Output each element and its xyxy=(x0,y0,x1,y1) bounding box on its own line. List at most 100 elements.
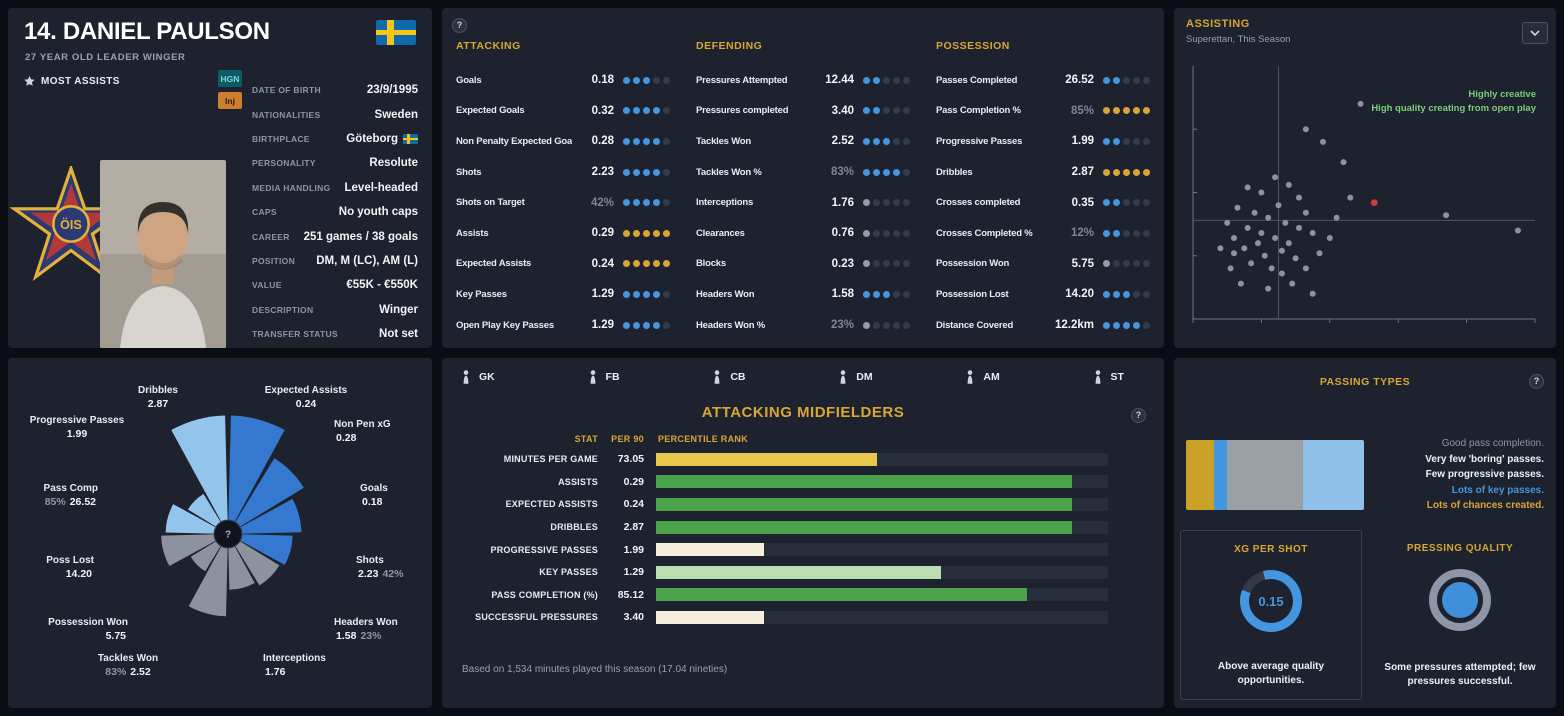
stat-rating-dots xyxy=(863,229,910,237)
scatter-data-point xyxy=(1514,227,1521,234)
percentile-stat-label: ASSISTS xyxy=(558,476,598,487)
stat-value: 3.40 xyxy=(831,104,854,117)
stat-rating-dots xyxy=(1103,107,1150,115)
percentile-stat-label: KEY PASSES xyxy=(539,567,598,578)
help-icon[interactable]: ? xyxy=(225,530,231,541)
pizza-label-name: Non Pen xG xyxy=(334,419,391,430)
scatter-data-point xyxy=(1265,214,1272,221)
player-info-value-text: Sweden xyxy=(374,108,418,121)
stat-label: Assists xyxy=(456,227,489,239)
rating-dot xyxy=(883,229,890,237)
stat-rating-dots xyxy=(863,107,910,115)
rating-dot xyxy=(883,290,890,298)
chevron-down-icon xyxy=(1530,30,1540,36)
player-info-label: CAREER xyxy=(252,231,290,242)
stat-value: 0.28 xyxy=(591,135,614,148)
per90-value: 0.29 xyxy=(623,475,644,488)
stat-label: Goals xyxy=(456,74,482,86)
player-info-value-text: 23/9/1995 xyxy=(366,84,418,97)
position-tabs: GK FB CB DM AM ST xyxy=(460,370,1124,384)
rating-dot xyxy=(633,260,640,268)
pizza-slice-pass-comp xyxy=(165,504,228,534)
pizza-label-name: Poss Lost xyxy=(46,555,94,566)
help-icon[interactable]: ? xyxy=(1529,374,1544,389)
stat-label: Pass Completion % xyxy=(936,105,1021,117)
stat-label: Pressures Attempted xyxy=(696,74,788,86)
rating-dot xyxy=(1143,290,1150,298)
rating-dot xyxy=(663,76,670,84)
rating-dot xyxy=(653,76,660,84)
percentile-row: KEY PASSES 1.29 xyxy=(458,561,1148,584)
percentile-stat-label: DRIBBLES xyxy=(550,522,598,533)
percentile-row: SUCCESSFUL PRESSURES 3.40 xyxy=(458,606,1148,629)
percentile-stat-label: SUCCESSFUL PRESSURES xyxy=(475,612,598,623)
rating-dot xyxy=(863,137,870,145)
stats-column: ATTACKING Goals 0.18 Expected Goals 0.32 Non … xyxy=(456,32,670,340)
stat-label: Expected Assists xyxy=(456,258,532,270)
stat-rating-dots xyxy=(1103,76,1150,84)
position-tab-am[interactable]: AM xyxy=(964,370,1000,384)
pizza-slice-headers-won xyxy=(228,534,280,586)
pizza-label-value: 2.87 xyxy=(147,398,169,410)
help-icon[interactable]: ? xyxy=(1131,408,1146,423)
player-figure-icon xyxy=(714,370,720,384)
position-tab-fb[interactable]: FB xyxy=(587,370,620,384)
pizza-label-values: 5.75 xyxy=(22,630,128,643)
rating-dot xyxy=(863,290,870,298)
player-info-row: TRANSFER STATUS Not set xyxy=(252,322,418,346)
pizza-label-values: 1.76 xyxy=(263,666,361,679)
per90-value: 1.99 xyxy=(623,543,644,556)
role-title: ATTACKING MIDFIELDERS xyxy=(701,404,905,421)
position-tab-st[interactable]: ST xyxy=(1092,370,1124,384)
scatter-data-point xyxy=(1251,209,1258,216)
stat-label: Headers Won xyxy=(696,288,755,300)
scatter-data-point xyxy=(1285,240,1292,247)
player-info-value: 23/9/1995 xyxy=(367,84,418,96)
stat-value: 0.18 xyxy=(591,74,614,87)
rating-dot xyxy=(1133,321,1140,329)
rating-dot xyxy=(1143,168,1150,176)
position-tab-cb[interactable]: CB xyxy=(711,370,745,384)
passing-types-notes: Good pass completion. Very few 'boring' p… xyxy=(1358,436,1544,514)
player-info-value-text: Resolute xyxy=(369,157,418,170)
pizza-label: Progressive Passes 1.99 xyxy=(24,414,130,441)
percentile-bar-fill xyxy=(656,565,941,579)
rating-dot xyxy=(883,76,890,84)
stat-row: Crosses Completed % 12% xyxy=(936,218,1150,249)
stat-row: Goals 0.18 xyxy=(456,65,670,96)
rating-dot xyxy=(893,107,900,115)
rating-dot xyxy=(1133,229,1140,237)
player-info-row: CAREER 251 games / 38 goals xyxy=(252,224,418,248)
pizza-label-value: 1.76 xyxy=(265,666,286,678)
rating-dot xyxy=(653,137,660,145)
scatter-chart xyxy=(1192,66,1536,323)
per90-value: 0.24 xyxy=(623,498,644,511)
percentile-bar-fill xyxy=(656,610,765,624)
per90-value: 85.12 xyxy=(617,588,644,601)
xg-caption: Above average quality opportunities. xyxy=(1217,661,1325,686)
player-figure-icon xyxy=(590,370,595,384)
player-info-value: €55K - €550K xyxy=(346,279,418,291)
scatter-data-point xyxy=(1278,247,1285,254)
player-info-label: MEDIA HANDLING xyxy=(252,182,331,193)
rating-dot xyxy=(623,199,630,207)
pizza-label-values: 0.24 xyxy=(251,398,361,411)
pizza-slice-tackles-won xyxy=(188,534,228,617)
pizza-label-dim-value: 83% xyxy=(105,666,127,678)
stat-row: Progressive Passes 1.99 xyxy=(936,126,1150,157)
scatter-data-point xyxy=(1248,260,1255,267)
scatter-data-point xyxy=(1272,235,1279,241)
rating-dot xyxy=(903,107,910,115)
position-tab-dm[interactable]: DM xyxy=(837,370,873,384)
scatter-data-point xyxy=(1275,202,1282,209)
stat-value: 5.75 xyxy=(1071,257,1094,270)
position-tab-gk[interactable]: GK xyxy=(460,370,495,384)
scatter-data-point xyxy=(1347,194,1354,201)
player-info-label: CAPS xyxy=(252,207,277,218)
stat-rating-dots xyxy=(1103,290,1150,298)
help-icon[interactable]: ? xyxy=(452,18,467,33)
stat-row: Pass Completion % 85% xyxy=(936,96,1150,127)
panel-options-dropdown[interactable] xyxy=(1522,22,1548,44)
player-info-row: PERSONALITY Resolute xyxy=(252,151,418,175)
pizza-label-value: 0.18 xyxy=(362,496,383,508)
